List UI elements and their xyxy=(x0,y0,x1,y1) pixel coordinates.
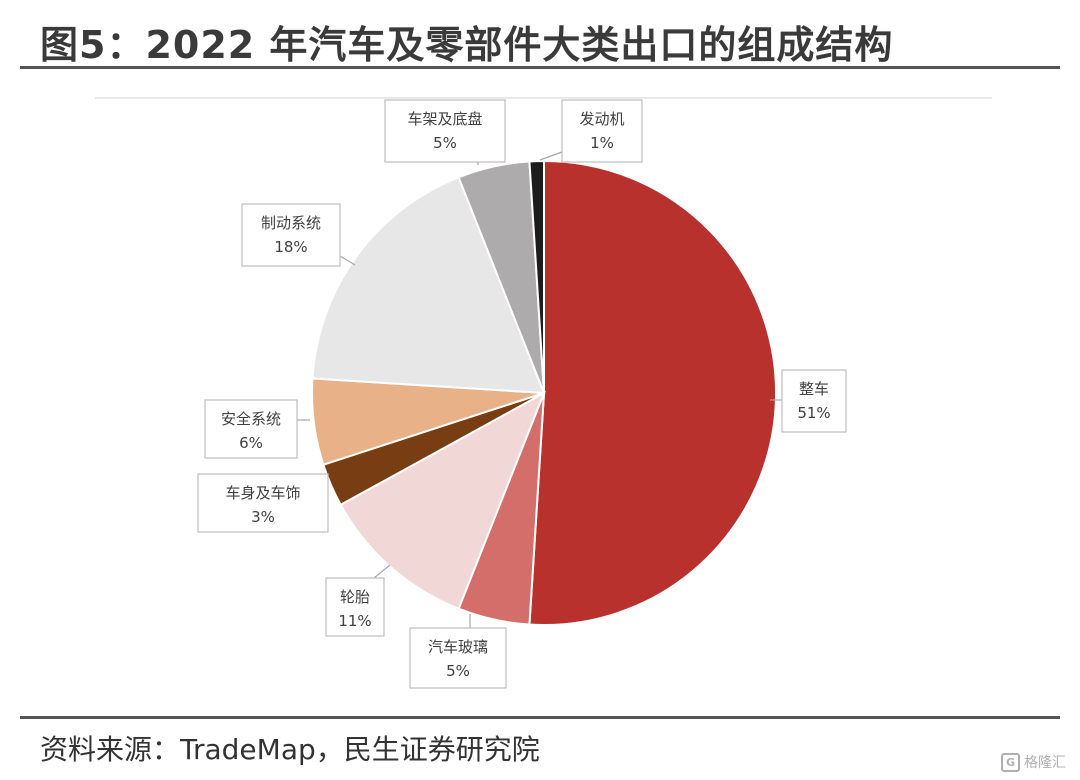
callout-category-label: 轮胎 xyxy=(340,588,370,606)
pie-slices xyxy=(311,159,778,626)
watermark: G 格隆汇 xyxy=(1001,752,1066,772)
source-note: 资料来源：TradeMap，民生证券研究院 xyxy=(40,733,540,766)
callout-0: 整车 51% xyxy=(770,369,847,433)
callout-1: 汽车玻璃 5% xyxy=(409,614,507,689)
callout-pointer xyxy=(339,255,356,266)
callout-box xyxy=(781,369,847,433)
callout-category-label: 整车 xyxy=(799,380,829,398)
callout-3: 车身及车饰 3% xyxy=(197,473,329,533)
callout-percent-label: 1% xyxy=(590,134,614,152)
pie-slice-0 xyxy=(528,159,778,626)
figure-title: 图5：2022 年汽车及零部件大类出口的组成结构 xyxy=(40,23,894,67)
callout-percent-label: 5% xyxy=(433,134,457,152)
callout-pointer xyxy=(539,151,563,161)
callout-box xyxy=(325,577,385,637)
callout-box xyxy=(561,99,643,163)
callout-category-label: 制动系统 xyxy=(261,214,321,232)
pie-slice-7 xyxy=(528,159,545,394)
watermark-text: 格隆汇 xyxy=(1024,755,1066,771)
callout-category-label: 车身及车饰 xyxy=(225,484,300,502)
pie-slice-2 xyxy=(339,390,546,611)
source-divider xyxy=(20,716,1060,719)
callout-5: 制动系统 18% xyxy=(241,203,356,267)
callout-2: 轮胎 11% xyxy=(325,564,391,637)
callout-box xyxy=(409,627,507,689)
watermark-logo-icon: G xyxy=(1001,752,1020,772)
callout-4: 安全系统 6% xyxy=(204,399,310,459)
callout-category-label: 发动机 xyxy=(579,110,624,128)
callout-box xyxy=(384,99,506,163)
callout-percent-label: 5% xyxy=(446,662,470,680)
callout-pointer xyxy=(373,564,391,579)
callout-percent-label: 11% xyxy=(338,612,371,630)
pie-slice-5 xyxy=(311,175,546,395)
callout-percent-label: 51% xyxy=(797,404,830,422)
callout-box xyxy=(204,399,298,459)
callout-percent-label: 3% xyxy=(251,508,275,526)
callout-box xyxy=(197,473,329,533)
callout-7: 发动机 1% xyxy=(539,99,643,163)
callout-category-label: 安全系统 xyxy=(221,410,281,428)
callout-percent-label: 6% xyxy=(239,434,263,452)
pie-callouts: 整车 51% 汽车玻璃 5% 轮胎 11% 车身及车饰 3% 安全系统 6% 制动系统 18% 车架及底… xyxy=(197,99,847,689)
callout-category-label: 汽车玻璃 xyxy=(428,638,488,656)
title-divider xyxy=(20,66,1060,69)
callout-box xyxy=(241,203,341,267)
callout-category-label: 车架及底盘 xyxy=(407,110,482,128)
callout-percent-label: 18% xyxy=(274,238,307,256)
callout-6: 车架及底盘 5% xyxy=(384,99,506,165)
